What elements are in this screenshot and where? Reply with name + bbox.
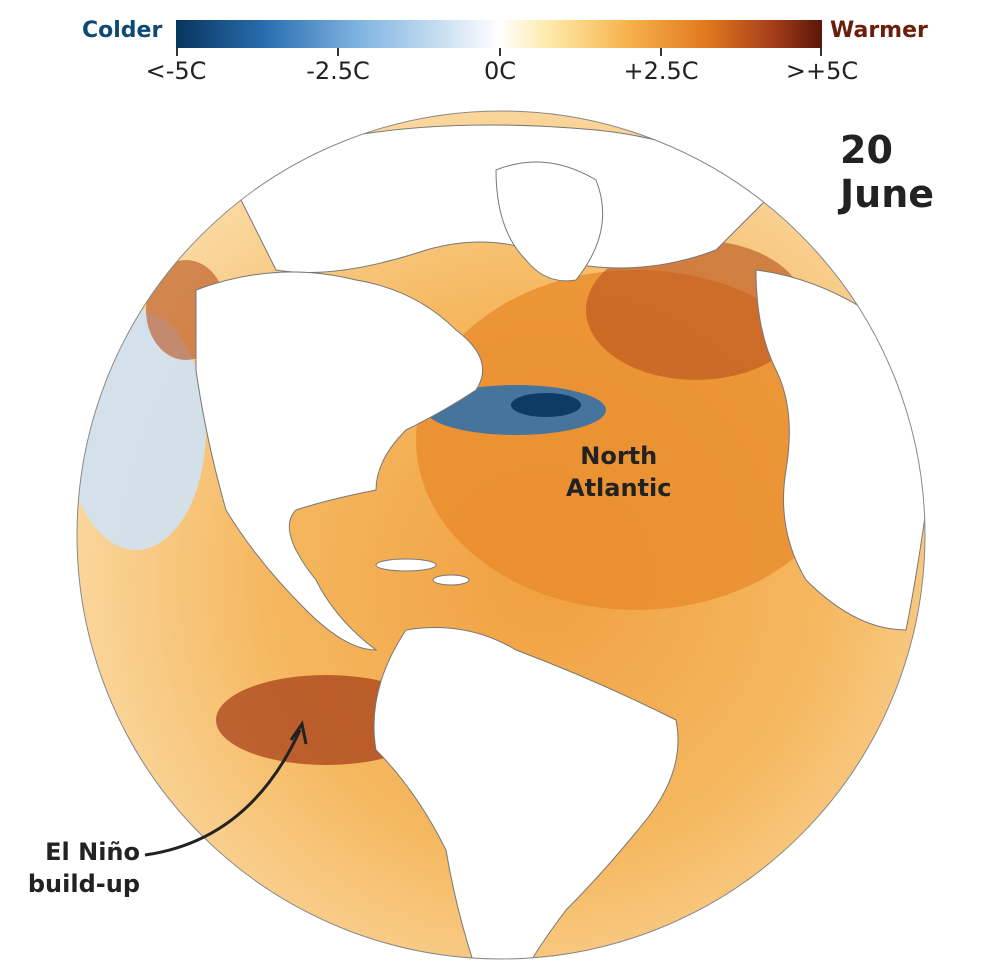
temperature-legend: Colder Warmer <-5C -2.5C 0C +2.5C >+5C — [0, 0, 1000, 100]
globe-map — [76, 110, 926, 960]
north-atlantic-label: North Atlantic — [566, 440, 671, 504]
north-america — [195, 271, 484, 651]
greenland — [495, 161, 604, 282]
north-atlantic-label-line: Atlantic — [566, 474, 672, 502]
legend-tick — [337, 48, 339, 56]
legend-tick-label: <-5C — [145, 57, 207, 85]
legend-warmer-label: Warmer — [830, 18, 928, 43]
north-atlantic-label-line: North — [580, 442, 658, 470]
el-nino-label-line: El Niño — [45, 838, 140, 866]
caribbean-island — [432, 574, 470, 586]
cold-anomaly-core — [511, 393, 581, 417]
legend-colder-label: Colder — [82, 18, 163, 43]
date-label: 20 June — [840, 128, 935, 216]
legend-tick — [499, 48, 501, 56]
el-nino-label: El Niño build-up — [20, 836, 140, 900]
globe-outline — [76, 110, 926, 960]
globe-svg — [76, 110, 926, 960]
arrow-line — [144, 729, 302, 857]
caribbean-island — [375, 558, 437, 572]
legend-tick-label: 0C — [483, 57, 517, 85]
legend-color-bar — [176, 20, 822, 48]
legend-tick-label: >+5C — [785, 57, 859, 85]
legend-tick — [820, 48, 822, 56]
arrow-head — [289, 720, 308, 745]
legend-tick — [660, 48, 662, 56]
south-america — [373, 627, 679, 959]
north-atlantic-hot-spot — [586, 240, 806, 380]
el-nino-label-line: build-up — [27, 870, 140, 898]
legend-tick — [176, 48, 178, 56]
legend-tick-label: +2.5C — [623, 57, 699, 85]
legend-tick-label: -2.5C — [306, 57, 370, 85]
